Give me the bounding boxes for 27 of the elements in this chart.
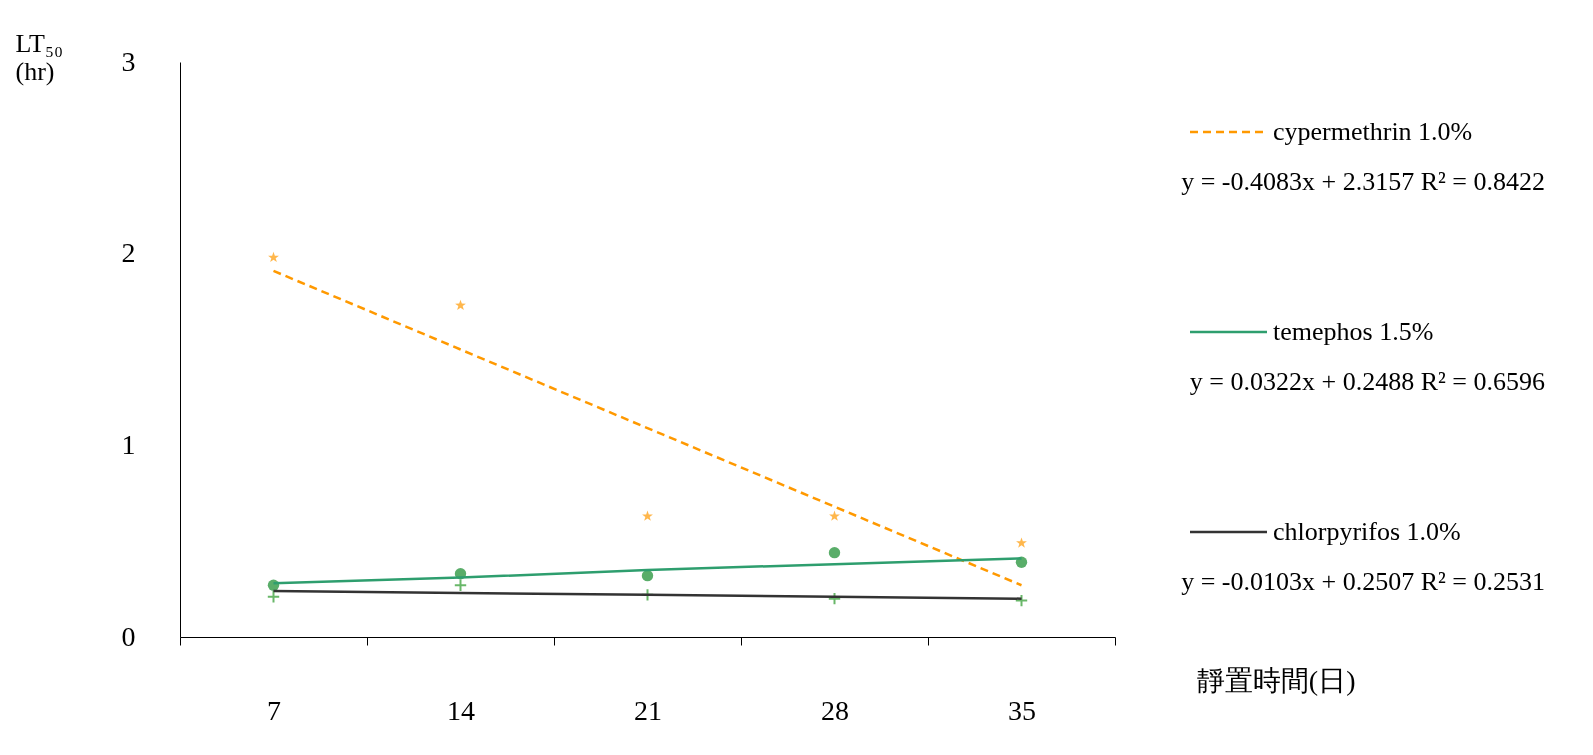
x-tick-label: 14 — [447, 694, 475, 726]
text: y = -0.0103x + 0.2507 R² = 0.2531 — [1181, 567, 1545, 596]
x-tick-label: 28 — [821, 694, 849, 726]
x-tick-label: 7 — [267, 694, 281, 726]
y-axis-title: LT₅₀ (hr) — [15, 28, 64, 86]
point — [829, 510, 840, 521]
x-axis-title: 靜置時間(日) — [1196, 664, 1356, 696]
point — [453, 578, 468, 592]
text: y = -0.4083x + 2.3157 R² = 0.8422 — [1181, 167, 1545, 196]
line-series — [272, 269, 1023, 587]
point — [827, 591, 842, 606]
text: y = 0.0322x + 0.2488 R² = 0.6596 — [1189, 367, 1545, 396]
legend-label: temephos 1.5% — [1273, 317, 1434, 346]
y-tick-label: 1 — [121, 428, 136, 460]
y-tick-label: 3 — [121, 45, 136, 77]
y-tick-label: 2 — [121, 237, 136, 269]
legend-label: cypermethrin 1.0% — [1273, 117, 1473, 146]
x-tick-label: 35 — [1008, 694, 1036, 726]
point — [1014, 593, 1029, 608]
legend-label: chlorpyrifos 1.0% — [1273, 517, 1461, 546]
point — [642, 510, 653, 521]
point — [828, 546, 841, 559]
point — [1016, 537, 1027, 548]
y-tick-label: 0 — [121, 620, 136, 652]
x-tick-label: 21 — [634, 694, 662, 726]
point — [266, 590, 281, 604]
point — [268, 251, 279, 263]
